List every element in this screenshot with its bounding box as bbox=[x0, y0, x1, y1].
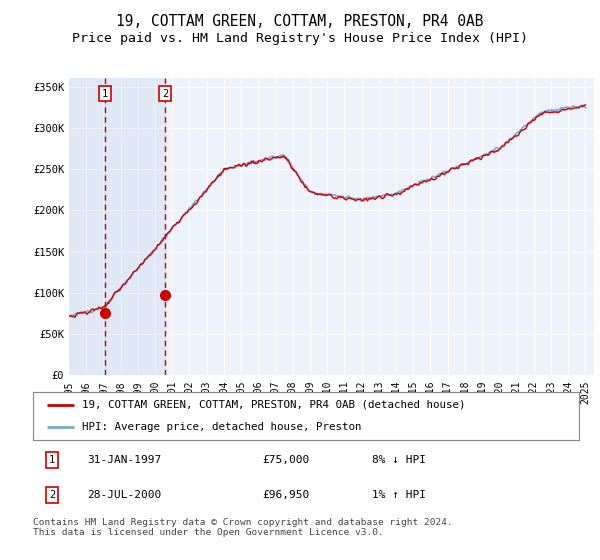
Text: 31-JAN-1997: 31-JAN-1997 bbox=[88, 455, 162, 465]
Text: 1: 1 bbox=[49, 455, 55, 465]
Text: 2: 2 bbox=[162, 89, 168, 99]
Text: 1: 1 bbox=[101, 89, 108, 99]
Text: £96,950: £96,950 bbox=[262, 490, 310, 500]
Text: Contains HM Land Registry data © Crown copyright and database right 2024.
This d: Contains HM Land Registry data © Crown c… bbox=[33, 518, 453, 538]
Text: 1% ↑ HPI: 1% ↑ HPI bbox=[371, 490, 425, 500]
Text: Price paid vs. HM Land Registry's House Price Index (HPI): Price paid vs. HM Land Registry's House … bbox=[72, 32, 528, 45]
Bar bbox=[69, 78, 105, 375]
Text: £75,000: £75,000 bbox=[262, 455, 310, 465]
Text: 8% ↓ HPI: 8% ↓ HPI bbox=[371, 455, 425, 465]
Text: 19, COTTAM GREEN, COTTAM, PRESTON, PR4 0AB: 19, COTTAM GREEN, COTTAM, PRESTON, PR4 0… bbox=[116, 14, 484, 29]
Text: HPI: Average price, detached house, Preston: HPI: Average price, detached house, Pres… bbox=[82, 422, 362, 432]
Text: 2: 2 bbox=[49, 490, 55, 500]
Text: 28-JUL-2000: 28-JUL-2000 bbox=[88, 490, 162, 500]
Text: 19, COTTAM GREEN, COTTAM, PRESTON, PR4 0AB (detached house): 19, COTTAM GREEN, COTTAM, PRESTON, PR4 0… bbox=[82, 400, 466, 410]
Bar bbox=[105, 78, 165, 375]
